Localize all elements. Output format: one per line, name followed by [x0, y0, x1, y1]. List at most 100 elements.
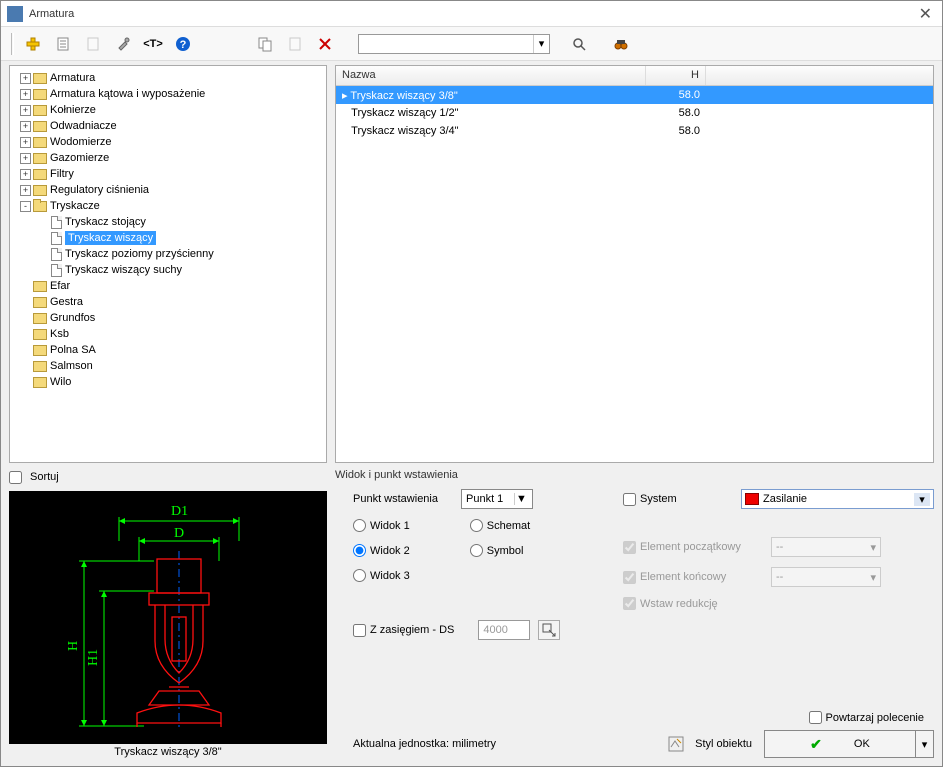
- system-checkbox[interactable]: System: [623, 493, 733, 506]
- radio-schemat[interactable]: Schemat: [470, 519, 530, 532]
- system-color-swatch: [745, 493, 759, 505]
- tree-item-label: Odwadniacze: [50, 120, 117, 132]
- list-row[interactable]: Tryskacz wiszący 3/4"58.0: [336, 122, 933, 140]
- search-box[interactable]: ▾: [358, 34, 550, 54]
- style-icon: [667, 735, 685, 753]
- tree-expander[interactable]: +: [20, 121, 31, 132]
- folder-icon: [33, 361, 47, 372]
- tree-item-label: Filtry: [50, 168, 74, 180]
- radio-widok1[interactable]: Widok 1: [353, 519, 410, 532]
- column-header[interactable]: Nazwa: [336, 66, 646, 85]
- titlebar: Armatura ✕: [1, 1, 942, 27]
- insert-reduction-checkbox: Wstaw redukcję: [623, 597, 718, 610]
- column-header[interactable]: H: [646, 66, 706, 85]
- tree-item-label: Gazomierze: [50, 152, 109, 164]
- list-row[interactable]: ▸ Tryskacz wiszący 3/8"58.0: [336, 86, 933, 104]
- system-value: Zasilanie: [763, 493, 807, 505]
- list-row[interactable]: Tryskacz wiszący 1/2"58.0: [336, 104, 933, 122]
- tree-expander[interactable]: +: [20, 169, 31, 180]
- folder-icon: [33, 153, 47, 164]
- preview-caption: Tryskacz wiszący 3/8": [9, 746, 327, 758]
- tree-expander[interactable]: +: [20, 185, 31, 196]
- tree-item[interactable]: Tryskacz stojący: [12, 214, 324, 230]
- chevron-down-icon[interactable]: ▼: [514, 493, 528, 505]
- tree-item[interactable]: + Filtry: [12, 166, 324, 182]
- tree-panel[interactable]: +Armatura+Armatura kątowa i wyposażenie+…: [9, 65, 327, 463]
- folder-icon: [33, 121, 47, 132]
- tree-expander[interactable]: +: [20, 153, 31, 164]
- object-style-button[interactable]: Styl obiektu: [667, 735, 752, 753]
- tree-item[interactable]: +Wodomierze: [12, 134, 324, 150]
- tree-item-label: Kołnierze: [50, 104, 96, 116]
- copy-button[interactable]: [252, 31, 278, 57]
- tree-item[interactable]: Gestra: [12, 294, 324, 310]
- insertion-point-label: Punkt wstawienia: [353, 493, 453, 505]
- tree-item[interactable]: Tryskacz poziomy przyścienny: [12, 246, 324, 262]
- element-end-checkbox: Element końcowy: [623, 571, 763, 584]
- tree-item[interactable]: Salmson: [12, 358, 324, 374]
- tree-item-label: Tryskacze: [50, 200, 100, 212]
- tree-item[interactable]: + Odwadniacze: [12, 118, 324, 134]
- help-button[interactable]: ?: [170, 31, 196, 57]
- search-dropdown-button[interactable]: ▾: [533, 35, 549, 53]
- tree-item[interactable]: Tryskacz wiszący: [12, 230, 324, 246]
- pick-point-button[interactable]: [538, 620, 560, 640]
- dim-h: H: [66, 641, 81, 651]
- sort-checkbox-input[interactable]: [9, 471, 22, 484]
- tools-button[interactable]: [110, 31, 136, 57]
- radio-widok2[interactable]: Widok 2: [353, 544, 410, 557]
- radio-symbol[interactable]: Symbol: [470, 544, 530, 557]
- repeat-checkbox[interactable]: Powtarzaj polecenie: [809, 711, 924, 724]
- tree-expander[interactable]: +: [20, 89, 31, 100]
- search-input[interactable]: [359, 35, 533, 53]
- folder-icon: [33, 185, 47, 196]
- tree-item[interactable]: Tryskacz wiszący suchy: [12, 262, 324, 278]
- left-lower: Sortuj D1 D H: [9, 467, 327, 758]
- app-icon: [7, 6, 23, 22]
- units-label: Aktualna jednostka: milimetry: [335, 738, 496, 750]
- form-area: Punkt wstawienia Punkt 1 ▼ Widok 1 Widok…: [335, 489, 934, 724]
- tree-expander[interactable]: +: [20, 105, 31, 116]
- tree-item[interactable]: +Armatura kątowa i wyposażenie: [12, 86, 324, 102]
- list-body[interactable]: ▸ Tryskacz wiszący 3/8"58.0 Tryskacz wis…: [336, 86, 933, 462]
- window: Armatura ✕ <T> ? ▾ +Armatura+Armatura ką…: [0, 0, 943, 767]
- system-combo[interactable]: Zasilanie ▾: [741, 489, 934, 509]
- element-start-checkbox: Element początkowy: [623, 541, 763, 554]
- search-icon[interactable]: [566, 31, 592, 57]
- tree-item[interactable]: +Regulatory ciśnienia: [12, 182, 324, 198]
- ok-button-split[interactable]: ▾: [915, 731, 933, 757]
- ok-button[interactable]: ✔ OK ▾: [764, 730, 934, 758]
- tree-item[interactable]: + Gazomierze: [12, 150, 324, 166]
- text-tag-button[interactable]: <T>: [140, 31, 166, 57]
- tree-item[interactable]: + Kołnierze: [12, 102, 324, 118]
- tree-item[interactable]: Grundfos: [12, 310, 324, 326]
- tree-expander[interactable]: +: [20, 73, 31, 84]
- radio-widok3[interactable]: Widok 3: [353, 569, 410, 582]
- tree-item[interactable]: Efar: [12, 278, 324, 294]
- folder-icon: [33, 297, 47, 308]
- svg-text:?: ?: [180, 39, 187, 51]
- tree-item[interactable]: +Armatura: [12, 70, 324, 86]
- tree-item[interactable]: Wilo: [12, 374, 324, 390]
- tree-item[interactable]: Polna SA: [12, 342, 324, 358]
- tree-item[interactable]: - Tryskacze: [12, 198, 324, 214]
- form-right: System Zasilanie ▾ Element początkowy --…: [623, 489, 934, 724]
- sort-checkbox[interactable]: Sortuj: [9, 467, 327, 487]
- binoculars-icon[interactable]: [608, 31, 634, 57]
- form-left: Punkt wstawienia Punkt 1 ▼ Widok 1 Widok…: [335, 489, 615, 724]
- page-button[interactable]: [50, 31, 76, 57]
- range-checkbox[interactable]: Z zasięgiem - DS: [353, 624, 454, 637]
- chevron-down-icon[interactable]: ▾: [914, 493, 930, 506]
- tree-item[interactable]: Ksb: [12, 326, 324, 342]
- toolbar-separator: [11, 33, 14, 55]
- element-end-combo: --▾: [771, 567, 881, 587]
- insertion-point-combo[interactable]: Punkt 1 ▼: [461, 489, 533, 509]
- delete-button[interactable]: [312, 31, 338, 57]
- tree-expander[interactable]: -: [20, 201, 31, 212]
- close-button[interactable]: ✕: [915, 4, 936, 24]
- folder-icon: [33, 313, 47, 324]
- tree-item-label: Tryskacz poziomy przyścienny: [65, 248, 214, 260]
- add-button[interactable]: [20, 31, 46, 57]
- tree-expander[interactable]: +: [20, 137, 31, 148]
- ok-button-main[interactable]: ✔ OK: [765, 736, 915, 753]
